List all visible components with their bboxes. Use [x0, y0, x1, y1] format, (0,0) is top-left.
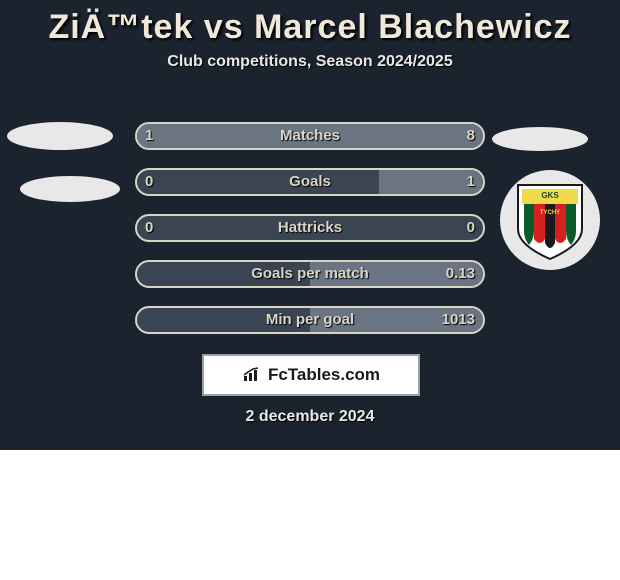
svg-text:GKS: GKS: [541, 191, 559, 200]
stat-value-right: 8: [467, 124, 475, 148]
stat-bar-hattricks: Hattricks0 0: [135, 214, 485, 242]
stat-label: Goals per match: [137, 262, 483, 286]
stat-value-right: 1013: [442, 308, 475, 332]
stat-label: Goals: [137, 170, 483, 194]
stat-label: Hattricks: [137, 216, 483, 240]
stat-value-right: 0: [467, 216, 475, 240]
stat-label: Matches: [137, 124, 483, 148]
svg-text:TYCHY: TYCHY: [540, 210, 560, 216]
stat-bar-min-per-goal: Min per goal1013: [135, 306, 485, 334]
player-placeholder-right-1: [492, 127, 588, 151]
stat-bar-matches: Matches1 8: [135, 122, 485, 150]
page-subtitle: Club competitions, Season 2024/2025: [0, 53, 620, 71]
player-placeholder-left-2: [20, 176, 120, 202]
brand-text: FcTables.com: [268, 365, 380, 385]
player-placeholder-left-1: [7, 122, 113, 150]
stats-bars: Matches18Goals01Hattricks00Goals per mat…: [135, 122, 485, 352]
stat-value-left: 0: [145, 216, 153, 240]
stat-value-left: 1: [145, 124, 153, 148]
stat-value-right: 1: [467, 170, 475, 194]
comparison-card: ZiÄ™tek vs Marcel Blachewicz Club compet…: [0, 0, 620, 450]
page-title: ZiÄ™tek vs Marcel Blachewicz: [0, 0, 620, 47]
shield-icon: GKS TYCHY: [514, 179, 586, 261]
stat-bar-goals: Goals0 1: [135, 168, 485, 196]
stat-value-left: 0: [145, 170, 153, 194]
bar-chart-icon: [242, 367, 262, 383]
stat-label: Min per goal: [137, 308, 483, 332]
stat-bar-goals-per-match: Goals per match0.13: [135, 260, 485, 288]
date-text: 2 december 2024: [0, 408, 620, 426]
stat-value-right: 0.13: [446, 262, 475, 286]
club-badge-right: GKS TYCHY: [500, 170, 600, 270]
brand-box[interactable]: FcTables.com: [202, 354, 420, 396]
